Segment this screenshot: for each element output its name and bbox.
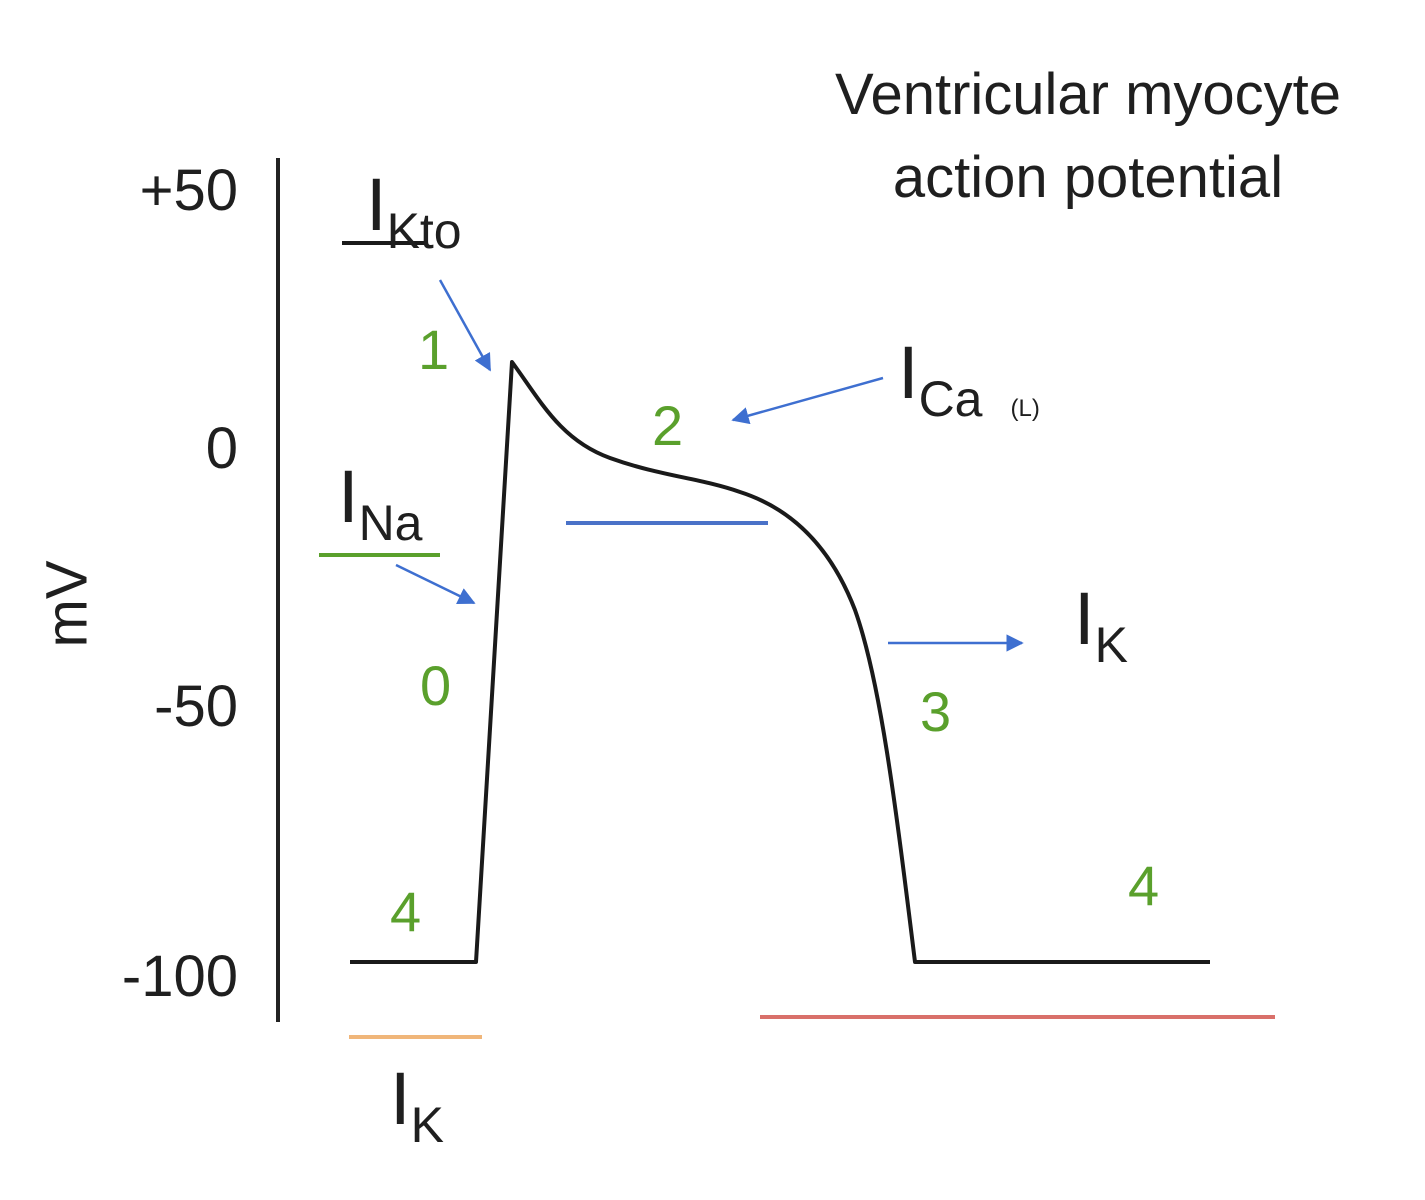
ina-arrow [395, 563, 476, 605]
ina-main: I [338, 455, 359, 538]
ica-arrow [731, 376, 884, 425]
y-tick-minus100: -100 [121, 944, 238, 1009]
y-tick-plus50: +50 [139, 158, 238, 223]
ikto-label: IKto [366, 168, 462, 257]
y-tick-0: 0 [205, 416, 238, 481]
phase-4-left-label: 4 [390, 880, 422, 943]
ina-sub: Na [358, 495, 423, 551]
ik-right-label: IK [1074, 582, 1128, 671]
y-tick-minus50: -50 [154, 674, 238, 739]
phase-3-label: 3 [920, 680, 952, 743]
ica-qualifier: (L) [1010, 395, 1040, 422]
action-potential-trace [350, 360, 1210, 964]
diagram-title-line2: action potential [892, 145, 1284, 210]
ik-right-main: I [1074, 577, 1095, 660]
ik-bottom-sub: K [410, 1097, 444, 1153]
ina-label: INa [338, 460, 422, 549]
ikto-sub: Kto [386, 203, 462, 259]
phase-0-label: 0 [420, 654, 452, 717]
ica-sub: Ca [918, 371, 983, 427]
ik-bottom-label: IK [390, 1062, 444, 1151]
phase-1-label: 1 [418, 318, 450, 381]
ikto-arrow [438, 279, 492, 372]
phase-4-right-label: 4 [1128, 854, 1160, 917]
ik-bottom-main: I [390, 1057, 411, 1140]
ica-label: ICa (L) [898, 336, 1040, 425]
ikto-main: I [366, 163, 387, 246]
ik-right-sub: K [1094, 617, 1128, 673]
phase-2-label: 2 [652, 394, 684, 457]
y-axis-label: mV [34, 560, 100, 648]
diagram-title-line1: Ventricular myocyte [834, 62, 1342, 127]
ica-main: I [898, 331, 919, 414]
